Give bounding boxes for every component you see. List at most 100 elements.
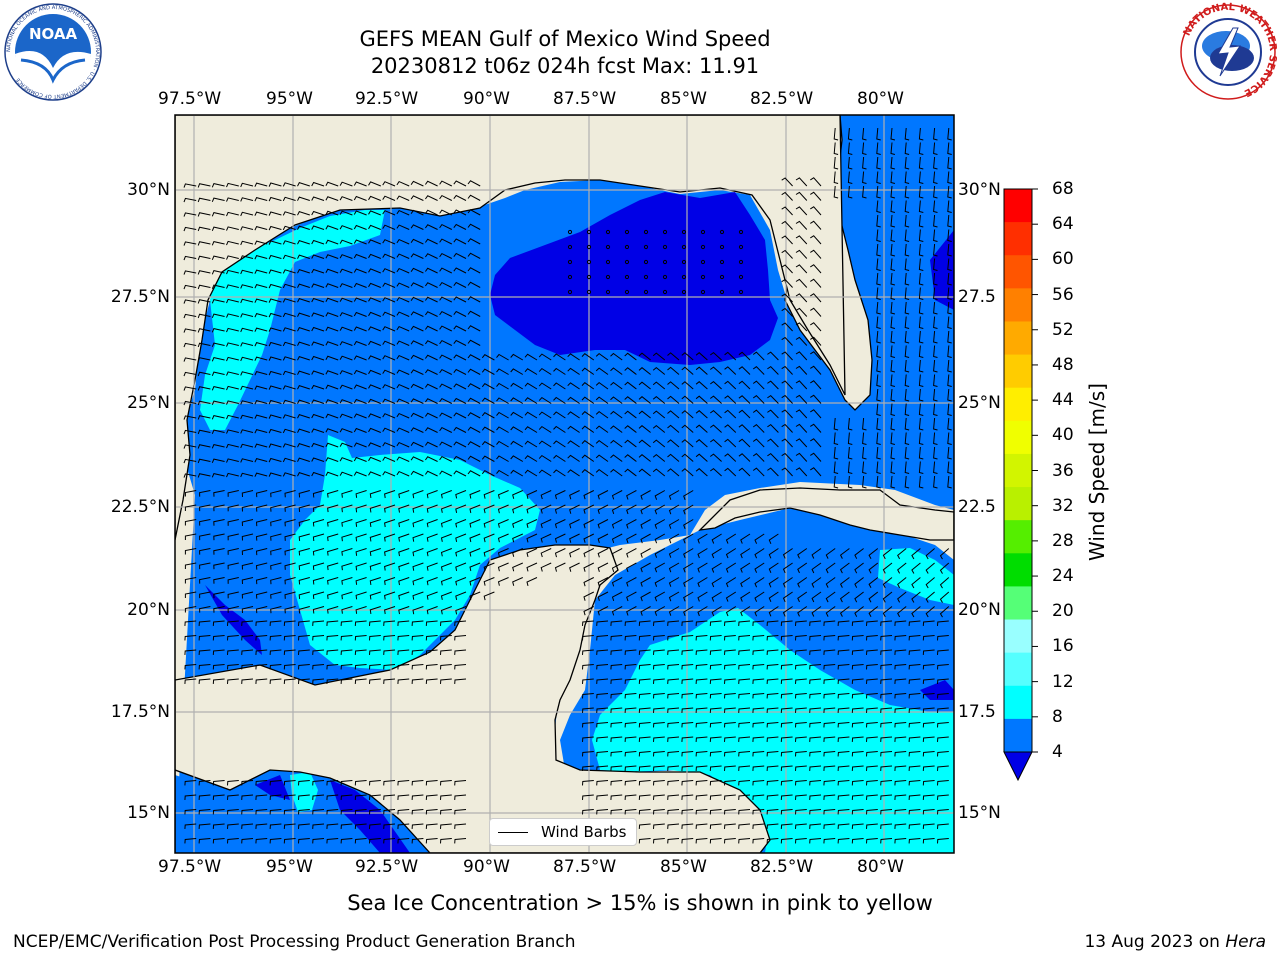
wind-barb xyxy=(681,439,694,448)
wind-barb xyxy=(467,238,481,245)
wind-barb xyxy=(355,533,367,542)
calm-wind-marker xyxy=(700,289,706,295)
wind-barb xyxy=(213,548,225,555)
wind-barb xyxy=(810,438,822,448)
wind-barb xyxy=(933,446,938,460)
wind-barb xyxy=(298,519,310,527)
wind-barb xyxy=(212,809,225,815)
wind-barb xyxy=(918,287,924,300)
wind-barb xyxy=(809,693,822,699)
wind-barb xyxy=(611,591,623,602)
wind-barb xyxy=(269,620,282,626)
wind-barb xyxy=(410,456,424,462)
wind-barb xyxy=(312,635,325,641)
wind-barb xyxy=(325,181,339,187)
wind-barb xyxy=(298,678,310,684)
wind-barb xyxy=(282,182,296,187)
wind-barb xyxy=(583,504,595,514)
wind-barb xyxy=(297,210,310,216)
wind-barb xyxy=(638,765,651,771)
wind-barb xyxy=(197,284,211,290)
wind-barb xyxy=(596,664,609,670)
wind-barb xyxy=(255,533,268,541)
wind-barb xyxy=(284,606,296,614)
wind-barb xyxy=(326,823,339,829)
wind-barb xyxy=(862,142,867,155)
wind-barb xyxy=(624,635,637,641)
wind-barb xyxy=(268,254,282,260)
wind-barb xyxy=(411,823,424,829)
wind-barb xyxy=(724,722,736,728)
wind-barb xyxy=(254,458,268,463)
wind-barb xyxy=(781,322,793,332)
wind-barb xyxy=(241,664,254,670)
wind-barb xyxy=(795,409,808,419)
calm-wind-marker xyxy=(681,289,687,295)
wind-barb xyxy=(439,252,453,259)
wind-barb xyxy=(839,577,850,588)
wind-barb xyxy=(837,794,850,800)
wind-barb xyxy=(297,370,310,375)
calm-wind-marker xyxy=(624,229,630,235)
wind-barb xyxy=(596,722,609,728)
wind-barb xyxy=(524,455,538,462)
wind-barb xyxy=(183,183,197,188)
wind-barb xyxy=(839,548,850,559)
wind-barb xyxy=(668,548,680,558)
wind-barb xyxy=(213,591,225,599)
wind-barb xyxy=(467,383,481,390)
wind-barb xyxy=(947,388,952,402)
wind-barb xyxy=(754,577,765,588)
wind-barb xyxy=(724,707,736,713)
calm-wind-marker xyxy=(719,229,725,235)
colorbar-tick-label: 32 xyxy=(1052,495,1074,516)
wind-barb xyxy=(724,780,736,786)
wind-barb xyxy=(254,313,268,318)
wind-barb xyxy=(481,397,495,404)
wind-barb xyxy=(851,751,864,757)
wind-barb xyxy=(439,397,453,404)
wind-barb xyxy=(810,293,822,303)
wind-barb xyxy=(197,342,211,348)
calm-wind-marker xyxy=(586,289,592,295)
wind-barb xyxy=(681,468,694,477)
wind-barb xyxy=(947,359,952,373)
wind-barb xyxy=(424,369,438,375)
wind-barb xyxy=(922,736,935,742)
wind-barb xyxy=(918,316,924,329)
wind-barb xyxy=(668,591,680,602)
wind-barb xyxy=(383,838,396,844)
wind-barb xyxy=(653,635,665,641)
wind-barb xyxy=(397,780,410,786)
wind-barb xyxy=(862,127,867,141)
wind-barb xyxy=(752,664,765,670)
wind-barb xyxy=(766,678,779,684)
wind-barb xyxy=(353,195,367,201)
wind-barb xyxy=(904,388,910,402)
wind-barb xyxy=(933,316,938,329)
wind-barb xyxy=(312,838,325,844)
wind-barb xyxy=(411,838,424,844)
wind-barb xyxy=(937,736,949,742)
wind-barb xyxy=(240,182,254,188)
wind-barb xyxy=(640,562,651,573)
wind-barb xyxy=(553,425,566,433)
wind-barb xyxy=(397,635,410,641)
wind-barb xyxy=(782,606,793,617)
wind-barb xyxy=(709,736,722,742)
wind-barb xyxy=(933,171,938,184)
sea-ice-note: Sea Ice Concentration > 15% is shown in … xyxy=(347,891,933,915)
wind-barb xyxy=(255,823,268,829)
wind-barb xyxy=(255,490,268,498)
wind-barb xyxy=(355,606,367,614)
wind-barb xyxy=(752,453,765,462)
wind-barb xyxy=(709,823,722,829)
wind-barb xyxy=(610,649,623,655)
wind-barb xyxy=(382,427,396,433)
lon-tick-bottom: 97.5°W xyxy=(158,857,222,877)
wind-barb xyxy=(880,765,893,771)
wind-barb xyxy=(781,177,793,187)
wind-barb xyxy=(880,794,893,800)
wind-barb xyxy=(396,282,410,288)
wind-barb xyxy=(925,606,935,618)
